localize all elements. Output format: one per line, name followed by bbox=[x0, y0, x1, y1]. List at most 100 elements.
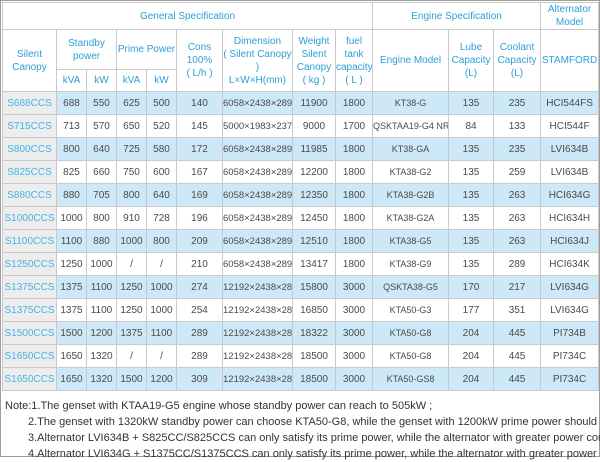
cell-engine: KTA38-G2 bbox=[372, 160, 450, 184]
cell-coolant: 445 bbox=[493, 321, 542, 345]
cell-prime_kw: 800 bbox=[146, 229, 177, 253]
cell-model: S1375CCS bbox=[2, 298, 57, 322]
cell-alternator: LVI634B bbox=[540, 160, 600, 184]
cell-coolant: 351 bbox=[493, 298, 542, 322]
cell-alternator: HCI634J bbox=[540, 229, 600, 253]
cell-standby_kw: 1100 bbox=[86, 275, 117, 299]
cell-weight: 16850 bbox=[292, 298, 336, 322]
note-line-3: 3.Alternator LVI634B + S825CC/S825CCS ca… bbox=[28, 432, 600, 444]
header-engine-specification: Engine Specification bbox=[372, 2, 542, 30]
cell-dimension: 6058×2438×2896 bbox=[222, 252, 293, 276]
cell-engine: KTA50-GS8 bbox=[372, 367, 450, 391]
cell-cons: 209 bbox=[176, 229, 223, 253]
cell-prime_kva: 1250 bbox=[116, 275, 147, 299]
cell-weight: 15800 bbox=[292, 275, 336, 299]
cell-model: S1650CCS bbox=[2, 367, 57, 391]
cell-cons: 289 bbox=[176, 344, 223, 368]
cell-model: S1250CCS bbox=[2, 252, 57, 276]
cell-cons: 140 bbox=[176, 91, 223, 115]
cell-prime_kw: / bbox=[146, 252, 177, 276]
cell-coolant: 217 bbox=[493, 275, 542, 299]
cell-prime_kw: 500 bbox=[146, 91, 177, 115]
cell-cons: 274 bbox=[176, 275, 223, 299]
cell-fuel: 3000 bbox=[334, 321, 374, 345]
cell-alternator: HCI544F bbox=[540, 114, 600, 138]
spec-table: General Specification Engine Specificati… bbox=[1, 2, 600, 391]
header-standby-kva: kVA bbox=[56, 69, 87, 92]
cell-prime_kw: 640 bbox=[146, 183, 177, 207]
cell-lube: 204 bbox=[448, 367, 495, 391]
cell-coolant: 259 bbox=[493, 160, 542, 184]
cell-model: S1375CCS bbox=[2, 275, 57, 299]
cell-prime_kva: / bbox=[116, 344, 147, 368]
cell-cons: 167 bbox=[176, 160, 223, 184]
cell-fuel: 1800 bbox=[334, 206, 374, 230]
cell-coolant: 445 bbox=[493, 367, 542, 391]
header-coolant-capacity: Coolant Capacity (L) bbox=[493, 29, 542, 92]
cell-fuel: 1800 bbox=[334, 252, 374, 276]
cell-prime_kva: 725 bbox=[116, 137, 147, 161]
cell-fuel: 3000 bbox=[334, 344, 374, 368]
cell-weight: 12350 bbox=[292, 183, 336, 207]
table-row: S1100CCS 1100 880 1000 800 209 6058×2438×2896 1… bbox=[2, 229, 600, 253]
cell-prime_kw: 520 bbox=[146, 114, 177, 138]
cell-standby_kva: 688 bbox=[56, 91, 87, 115]
header-fuel-tank: fuel tank capacity ( L ) bbox=[334, 29, 374, 92]
cell-model: S800CCS bbox=[2, 137, 57, 161]
cell-alternator: PI734C bbox=[540, 367, 600, 391]
cell-prime_kw: 728 bbox=[146, 206, 177, 230]
cell-fuel: 3000 bbox=[334, 275, 374, 299]
cell-engine: KTA38-G5 bbox=[372, 229, 450, 253]
cell-lube: 204 bbox=[448, 344, 495, 368]
cell-alternator: LVI634G bbox=[540, 298, 600, 322]
cell-coolant: 235 bbox=[493, 137, 542, 161]
cell-weight: 12200 bbox=[292, 160, 336, 184]
cell-alternator: LVI634B bbox=[540, 137, 600, 161]
table-row: S688CCS 688 550 625 500 140 6058×2438×2896 1190… bbox=[2, 91, 600, 115]
cell-standby_kva: 1375 bbox=[56, 275, 87, 299]
cell-alternator: PI734B bbox=[540, 321, 600, 345]
cell-dimension: 12192×2438×2896 bbox=[222, 367, 293, 391]
header-cons: Cons 100% ( L/h ) bbox=[176, 29, 223, 92]
cell-prime_kw: 580 bbox=[146, 137, 177, 161]
cell-model: S1000CCS bbox=[2, 206, 57, 230]
cell-cons: 145 bbox=[176, 114, 223, 138]
cell-fuel: 1800 bbox=[334, 137, 374, 161]
cell-standby_kw: 705 bbox=[86, 183, 117, 207]
cell-coolant: 263 bbox=[493, 183, 542, 207]
header-lube-capacity: Lube Capacity (L) bbox=[448, 29, 495, 92]
cell-cons: 196 bbox=[176, 206, 223, 230]
cell-dimension: 6058×2438×2896 bbox=[222, 183, 293, 207]
table-row: S800CCS 800 640 725 580 172 6058×2438×2896 1198… bbox=[2, 137, 600, 161]
table-row: S1250CCS 1250 1000//210 6058×2438×2896 13417… bbox=[2, 252, 600, 276]
header-prime-power: Prime Power bbox=[116, 29, 177, 70]
cell-coolant: 263 bbox=[493, 206, 542, 230]
cell-engine: KTA38-G2A bbox=[372, 206, 450, 230]
header-dimension: Dimension ( Silent Canopy ) L×W×H(mm) bbox=[222, 29, 293, 92]
cell-model: S1100CCS bbox=[2, 229, 57, 253]
table-row: S1500CCS 1500 1200 1375 1100 289 12192×2438×28… bbox=[2, 321, 600, 345]
cell-weight: 18500 bbox=[292, 344, 336, 368]
cell-prime_kw: / bbox=[146, 344, 177, 368]
cell-standby_kva: 800 bbox=[56, 137, 87, 161]
cell-prime_kw: 600 bbox=[146, 160, 177, 184]
cell-dimension: 6058×2438×2896 bbox=[222, 206, 293, 230]
cell-coolant: 235 bbox=[493, 91, 542, 115]
cell-standby_kw: 1320 bbox=[86, 344, 117, 368]
cell-dimension: 12192×2438×2896 bbox=[222, 344, 293, 368]
cell-standby_kw: 880 bbox=[86, 229, 117, 253]
cell-cons: 309 bbox=[176, 367, 223, 391]
cell-dimension: 6058×2438×2896 bbox=[222, 160, 293, 184]
cell-dimension: 12192×2438×2896 bbox=[222, 321, 293, 345]
cell-standby_kva: 1375 bbox=[56, 298, 87, 322]
cell-weight: 18500 bbox=[292, 367, 336, 391]
cell-engine: KT38-G bbox=[372, 91, 450, 115]
cell-alternator: LVI634G bbox=[540, 275, 600, 299]
cell-coolant: 445 bbox=[493, 344, 542, 368]
cell-lube: 135 bbox=[448, 206, 495, 230]
cell-standby_kva: 1650 bbox=[56, 344, 87, 368]
cell-dimension: 6058×2438×2896 bbox=[222, 91, 293, 115]
cell-alternator: HCI634K bbox=[540, 252, 600, 276]
header-prime-kva: kVA bbox=[116, 69, 147, 92]
cell-prime_kva: 625 bbox=[116, 91, 147, 115]
